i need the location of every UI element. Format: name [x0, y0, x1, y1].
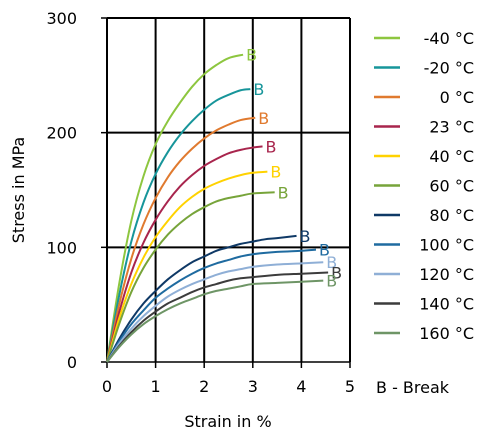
- x-tick-label: 2: [199, 377, 209, 396]
- x-tick-label: 4: [296, 377, 306, 396]
- series-layer: [106, 53, 329, 363]
- series-line-140C: [106, 271, 329, 363]
- break-label-80C: B: [300, 227, 311, 246]
- y-tick-label: 0: [67, 353, 77, 372]
- y-tick-label: 200: [46, 124, 77, 143]
- legend-label-120C: 120 °C: [419, 265, 474, 284]
- legend-label-minus-40C: -40 °C: [424, 29, 474, 48]
- x-tick-label: 0: [102, 377, 112, 396]
- legend-label-60C: 60 °C: [429, 177, 474, 196]
- legend-label-100C: 100 °C: [419, 236, 474, 255]
- break-label-40C: B: [270, 163, 281, 182]
- series-line-120C: [106, 261, 324, 363]
- x-tick-label: 5: [345, 377, 355, 396]
- break-label-120C: B: [326, 253, 337, 272]
- legend-label-80C: 80 °C: [429, 206, 474, 225]
- series-line-23C: [106, 145, 263, 363]
- series-line-minus-40C: [106, 53, 244, 363]
- series-line-40C: [106, 170, 268, 363]
- break-label-160C: B: [326, 272, 337, 291]
- legend-label-140C: 140 °C: [419, 295, 474, 314]
- x-tick-label: 3: [248, 377, 258, 396]
- legend-label-0C: 0 °C: [440, 88, 474, 107]
- break-label-0C: B: [258, 109, 269, 128]
- axis-layer: 0 1 2 3 4 5 0 100 200 300: [46, 9, 355, 396]
- series-line-minus-20C: [106, 88, 251, 363]
- y-axis-title: Stress in MPa: [9, 137, 28, 243]
- break-label-60C: B: [278, 183, 289, 202]
- break-note: B - Break: [376, 378, 450, 397]
- series-line-60C: [106, 191, 275, 363]
- break-label-23C: B: [266, 137, 277, 156]
- x-tick-label: 1: [151, 377, 161, 396]
- legend-label-160C: 160 °C: [419, 324, 474, 343]
- legend: -40 °C -20 °C 0 °C 23 °C 40 °C 60 °C 80 °C 100 …: [374, 29, 474, 343]
- y-tick-label: 100: [46, 238, 77, 257]
- x-axis-title: Strain in %: [184, 412, 271, 431]
- break-label-minus-20C: B: [253, 80, 264, 99]
- break-label-minus-40C: B: [246, 46, 257, 65]
- series-line-0C: [106, 116, 256, 363]
- y-tick-label: 300: [46, 9, 77, 28]
- series-line-160C: [106, 279, 324, 363]
- legend-label-40C: 40 °C: [429, 147, 474, 166]
- break-label-140C: B: [331, 264, 342, 283]
- legend-label-minus-20C: -20 °C: [424, 59, 474, 78]
- legend-label-23C: 23 °C: [429, 118, 474, 137]
- break-label-100C: B: [319, 241, 330, 260]
- series-line-100C: [106, 248, 317, 363]
- series-line-80C: [106, 234, 297, 363]
